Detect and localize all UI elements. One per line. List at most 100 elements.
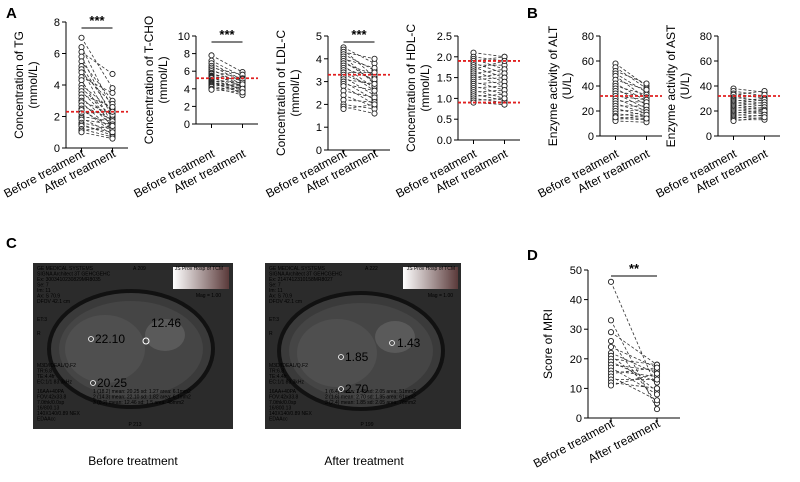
mri-header-line: Ex: 3003410230829MR8035 — [37, 277, 101, 283]
mri-header-line: Se: 7 — [37, 283, 49, 289]
mri-roi-stat-line: 3 (8.2) mean: 12.46 sd: 1.5 area: 48mm2 — [93, 400, 184, 406]
paired-connector — [610, 376, 658, 401]
paired-connector — [211, 81, 243, 94]
mri-param-line: TE:4.4fr — [37, 374, 55, 380]
after-point — [643, 86, 650, 93]
paired-connector — [473, 75, 505, 87]
after-point — [653, 364, 661, 371]
mri-param-line: EC:1/1 83.3kHz — [269, 380, 305, 386]
mri-roi-liver-upper: 1.85 — [345, 350, 369, 364]
paired-connector — [615, 70, 647, 84]
y-axis-label-line: (U/L) — [560, 73, 574, 100]
mri-roi-marker — [142, 337, 150, 345]
paired-connector — [81, 37, 113, 89]
y-tick-label: 2.0 — [437, 52, 452, 64]
paired-connector — [733, 116, 765, 122]
y-tick-label: 20 — [582, 106, 594, 118]
mri-scan-line: FOV:42x33.8 — [269, 395, 298, 401]
y-axis-label: Concentration of LDL-C(mmol/L) — [274, 30, 302, 156]
paired-connector — [615, 83, 647, 102]
after-point — [371, 80, 378, 87]
paired-connector — [343, 81, 375, 101]
paired-connector — [81, 131, 113, 139]
y-tick-label: 40 — [700, 81, 712, 93]
paired-connector — [610, 320, 658, 410]
paired-connector — [733, 109, 765, 114]
mri-spleen — [375, 321, 415, 353]
y-tick-label: 2.5 — [437, 31, 452, 43]
paired-connector — [733, 111, 765, 114]
y-tick-label: 2 — [316, 99, 322, 111]
paired-connector — [473, 85, 505, 89]
y-axis-label-line: (mmol/L) — [288, 69, 302, 116]
before-point — [340, 105, 347, 113]
paired-connector — [81, 72, 113, 105]
y-axis-label-line: Enzyme activity of ALT — [546, 25, 560, 146]
y-tick-label: 3 — [316, 77, 322, 89]
mri-roi-spleen: 12.46 — [151, 316, 181, 330]
paired-connector — [81, 56, 113, 119]
y-tick-label: 0 — [316, 145, 322, 157]
y-tick-label: 20 — [570, 354, 582, 366]
paired-connector — [615, 103, 647, 114]
mri-side-line: R — [37, 331, 41, 337]
paired-connector — [81, 123, 113, 136]
panel-label-a: A — [6, 5, 17, 22]
mri-scan-line: 140X140/0.89 NEX — [37, 411, 80, 417]
y-tick-label: 20 — [700, 106, 712, 118]
mri-roi-marker — [90, 380, 96, 386]
paired-connector — [81, 100, 113, 116]
paired-connector — [211, 60, 243, 77]
paired-connector — [473, 89, 505, 93]
paired-connector — [473, 52, 505, 58]
paired-connector — [473, 93, 505, 101]
after-point — [643, 80, 650, 87]
y-tick-label: 10 — [178, 31, 190, 43]
mri-header-line: GE MEDICAL SYSTEMS — [269, 266, 326, 272]
y-tick-label: 2 — [54, 112, 60, 124]
paired-connector — [473, 62, 505, 74]
before-point — [208, 86, 215, 93]
mri-header-line: Ax: S 70.9 — [269, 294, 292, 300]
mri-header-line: Ax: S 70.9 — [37, 294, 60, 300]
paired-connector — [733, 98, 765, 102]
mri-param-line: M3D/IDEAL/Q.F2 — [269, 363, 308, 369]
mri-side-line: ET:3 — [37, 317, 47, 323]
mri-scan-line: 16AA+40PA — [37, 389, 65, 395]
y-tick-label: 1.5 — [437, 73, 452, 85]
y-tick-label: 50 — [570, 265, 582, 277]
y-axis-label: Concentration of TG(mmol/L) — [12, 31, 40, 139]
y-tick-label: 8 — [184, 49, 190, 61]
panel-label-b: B — [527, 5, 538, 22]
paired-connector — [343, 53, 375, 71]
before-point — [612, 114, 619, 121]
paired-connector — [343, 56, 375, 85]
after-point — [109, 89, 116, 96]
paired-connector — [733, 116, 765, 119]
mri-roi-liver-lower: 2.70 — [345, 382, 369, 396]
mri-liver — [65, 315, 145, 383]
paired-connector — [473, 98, 505, 101]
paired-connector — [211, 89, 243, 93]
paired-connector — [610, 355, 658, 392]
y-axis-label: Enzyme activity of ALT(U/L) — [546, 25, 574, 146]
paired-connector — [610, 346, 658, 369]
y-axis-label-line: Concentration of TG — [12, 31, 26, 139]
paired-connector — [81, 116, 113, 122]
paired-connector — [343, 78, 375, 85]
y-tick-label: 5 — [316, 31, 322, 43]
mri-param-line: M3D/IDEAL/Q.F2 — [37, 363, 76, 369]
paired-connector — [343, 106, 375, 114]
mri-image-number: A 209 — [133, 266, 146, 272]
paired-connector — [81, 94, 113, 108]
paired-connector — [615, 120, 647, 123]
paired-connector — [733, 101, 765, 107]
panel-label-d: D — [527, 247, 538, 264]
paired-connector — [81, 128, 113, 138]
